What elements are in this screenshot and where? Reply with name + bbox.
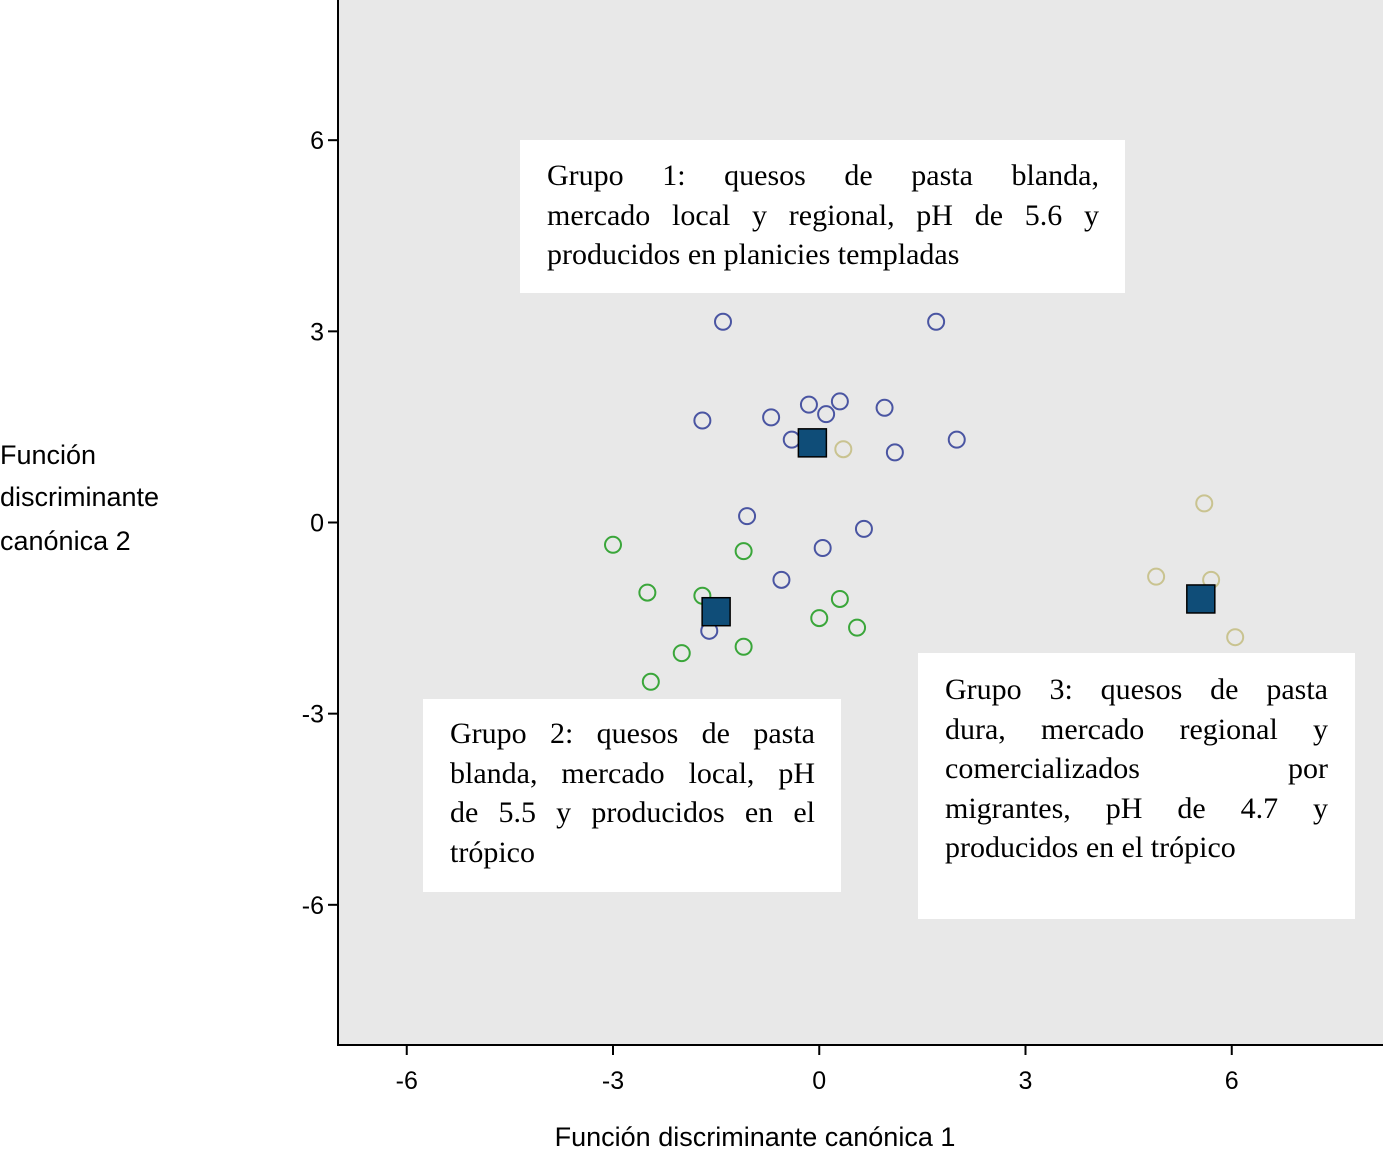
group-1-point-4 bbox=[762, 408, 781, 427]
group-3-annotation-line: producidos en el trópico bbox=[945, 831, 1236, 864]
group-1-annotation-line: mercado local y regional, pH de 5.6 y bbox=[547, 198, 1099, 232]
group-2-point-1 bbox=[604, 535, 622, 554]
x-tick-label--3: -3 bbox=[602, 1067, 624, 1095]
group-2-point-5 bbox=[830, 589, 849, 608]
axis-ticks: -6 -3 0 3 6 6 3 0 -3 -6 bbox=[302, 127, 1239, 1095]
group-1-point-12 bbox=[738, 507, 757, 526]
group-3-annotation-line: Grupo 3: quesos de pasta bbox=[945, 673, 1328, 706]
group-1-point-1 bbox=[714, 312, 732, 331]
group-1-point-3 bbox=[693, 411, 712, 430]
y-tick-label--3: -3 bbox=[302, 701, 324, 729]
group-2-point-7 bbox=[848, 618, 867, 637]
group-3-annotation-line: comercializados por bbox=[945, 752, 1328, 785]
y-axis-title-line-3: canónica 2 bbox=[0, 526, 131, 556]
y-tick-label-3: 3 bbox=[310, 318, 324, 346]
x-tick-label-3: 3 bbox=[1019, 1067, 1033, 1095]
x-axis-title: Función discriminante canónica 1 bbox=[555, 1122, 956, 1152]
group-2-point-8 bbox=[734, 637, 753, 656]
group-1-point-8 bbox=[875, 398, 894, 417]
group-3-point-2 bbox=[1195, 494, 1214, 513]
y-tick-label-0: 0 bbox=[310, 510, 324, 538]
group-2-point-2 bbox=[734, 542, 753, 561]
group-1-point-7 bbox=[830, 392, 849, 411]
group-3-point-3 bbox=[1147, 567, 1166, 586]
group-2-annotation-line: Grupo 2: quesos de pasta bbox=[450, 717, 815, 750]
group-2-annotation-line: blanda, mercado local, pH bbox=[450, 756, 815, 790]
data-marks bbox=[604, 312, 1245, 691]
group-1-point-11 bbox=[947, 430, 966, 449]
group-3-point-5 bbox=[1226, 628, 1245, 647]
group-1-point-15 bbox=[772, 570, 791, 589]
group-2-point-6 bbox=[810, 609, 829, 628]
centroid-group-3 bbox=[1186, 584, 1216, 614]
y-tick-label--6: -6 bbox=[302, 892, 324, 920]
group-1-point-6 bbox=[817, 405, 836, 424]
y-axis-title-line-2: discriminante bbox=[0, 482, 159, 512]
y-tick-label-6: 6 bbox=[310, 127, 324, 155]
group-2-annotation-line: trópico bbox=[450, 835, 535, 869]
group-1-point-2 bbox=[927, 312, 946, 331]
group-1-point-14 bbox=[854, 519, 873, 538]
group-1-point-13 bbox=[813, 538, 832, 557]
group-2-point-3 bbox=[638, 583, 657, 602]
group-1-point-10 bbox=[885, 443, 904, 462]
group-2-annotation: Grupo 2: quesos de pasta blanda, mercado… bbox=[423, 699, 841, 892]
y-axis-title-line-1: Función bbox=[0, 440, 96, 470]
centroid-group-2 bbox=[701, 596, 731, 627]
x-tick-label-6: 6 bbox=[1225, 1067, 1239, 1095]
group-2-point-9 bbox=[672, 644, 691, 663]
group-3-annotation-line: dura, mercado regional y bbox=[945, 712, 1328, 746]
group-1-point-5 bbox=[799, 395, 818, 414]
group-2-point-10 bbox=[641, 672, 660, 691]
group-3-point-1 bbox=[834, 440, 853, 459]
group-3-annotation-line: migrantes, pH de 4.7 y bbox=[945, 791, 1328, 825]
group-1-annotation-line: producidos en planicies templadas bbox=[547, 238, 960, 271]
x-tick-label-0: 0 bbox=[812, 1067, 826, 1095]
centroid-group-1 bbox=[797, 428, 828, 458]
group-2-annotation-line: de 5.5 y producidos en el bbox=[450, 796, 815, 829]
group-1-annotation: Grupo 1: quesos de pasta blanda, mercado… bbox=[520, 140, 1125, 293]
group-3-annotation: Grupo 3: quesos de pasta dura, mercado r… bbox=[918, 653, 1355, 919]
x-tick-label--6: -6 bbox=[396, 1067, 418, 1095]
group-1-annotation-line: Grupo 1: quesos de pasta blanda, bbox=[547, 159, 1099, 192]
